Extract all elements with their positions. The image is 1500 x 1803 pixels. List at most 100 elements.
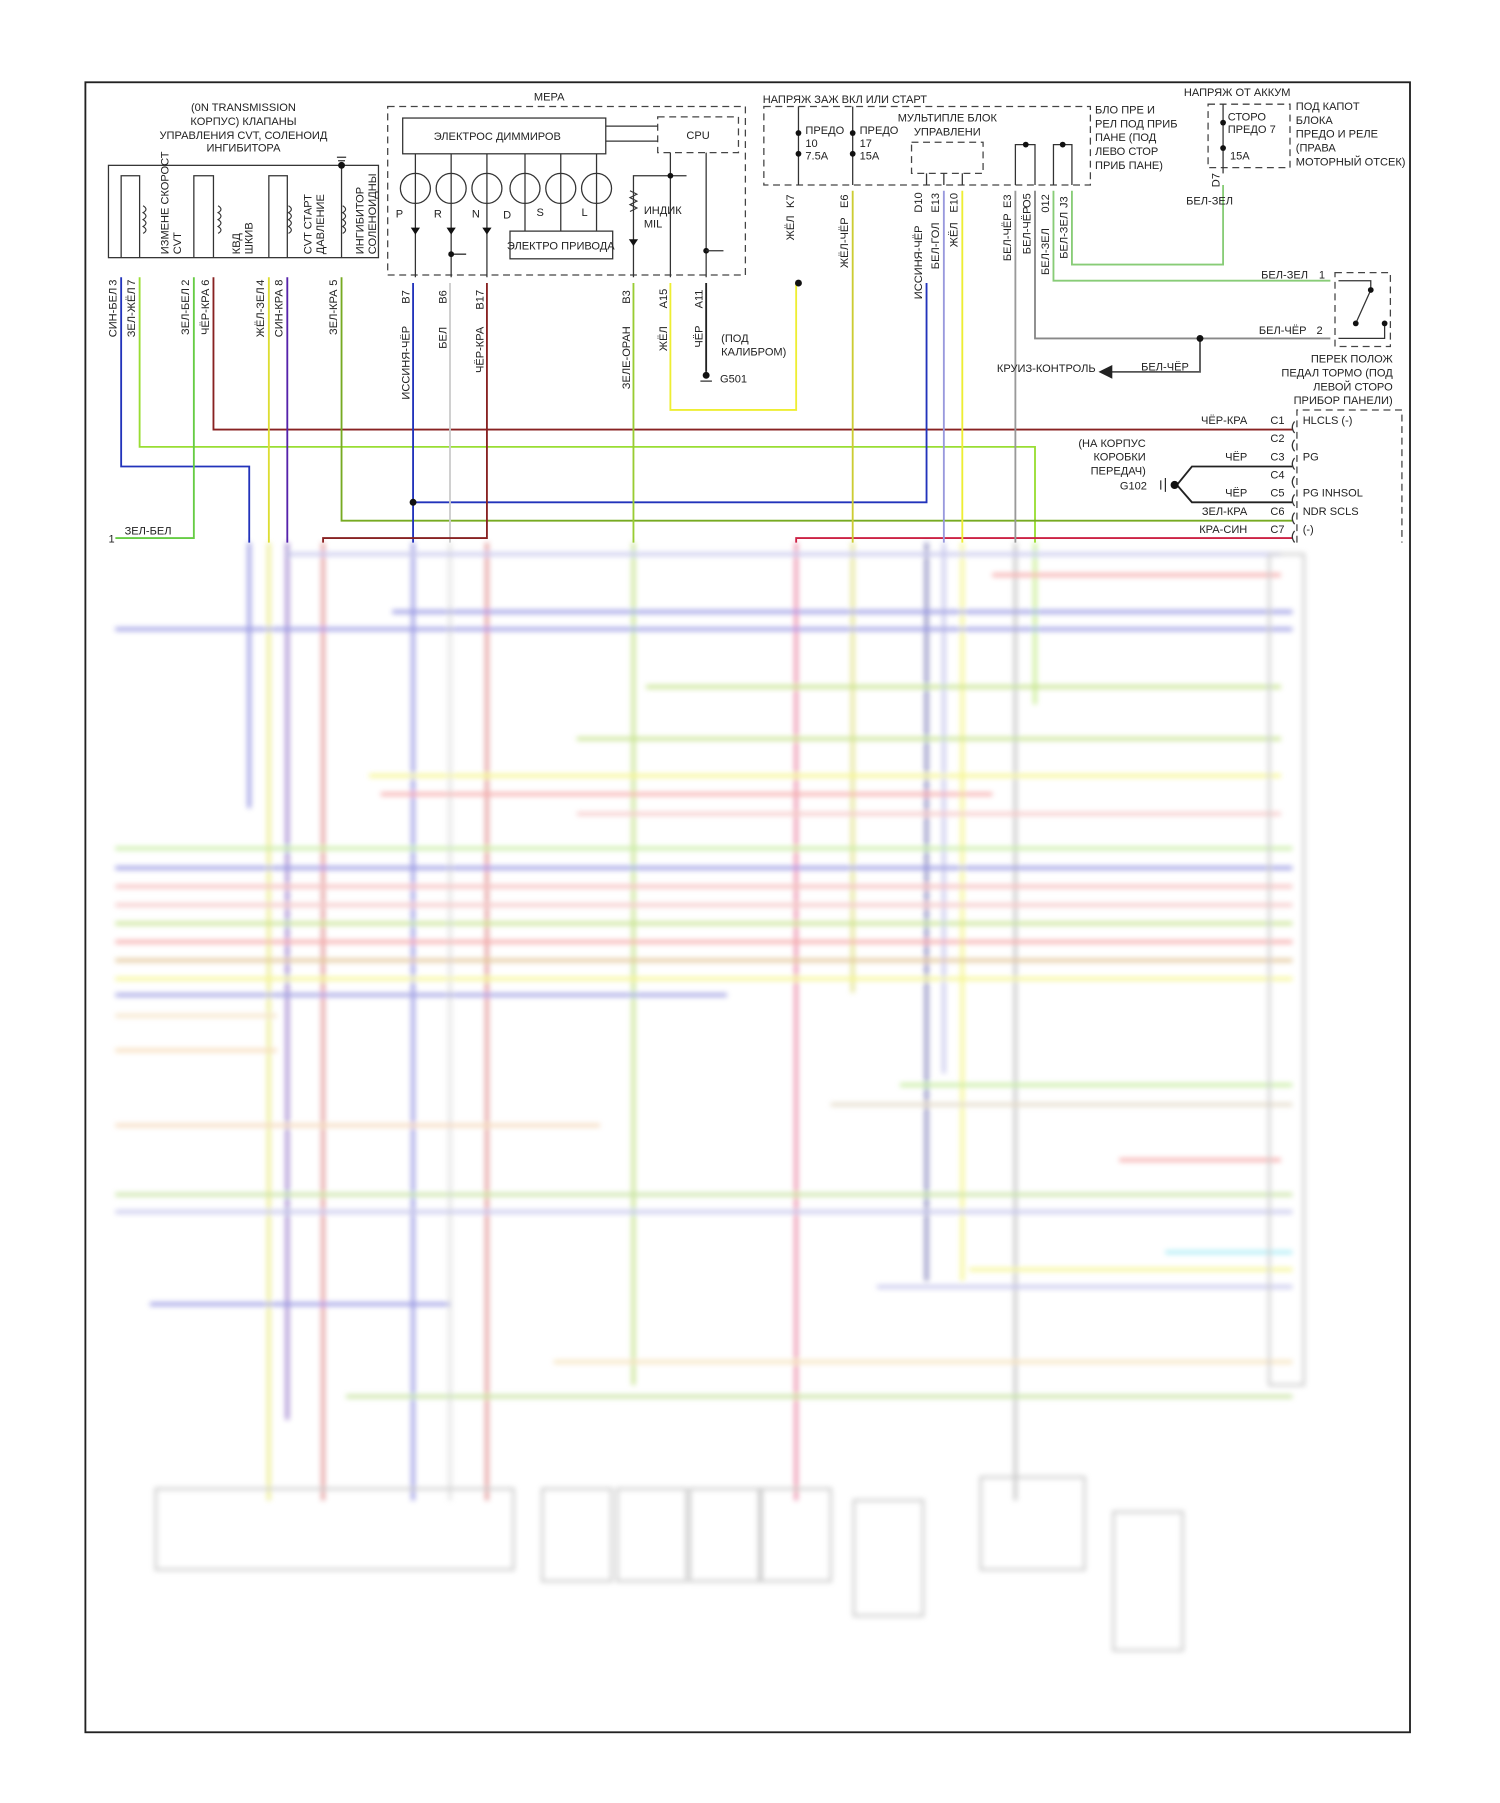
tcm-pin: C6 bbox=[1270, 506, 1284, 518]
gear-indicator-bulbs: P R N D S L bbox=[396, 153, 613, 278]
wire-label: ЗЕЛ-КРА bbox=[328, 289, 340, 335]
coil-label: ИНГИБИТОР bbox=[354, 187, 366, 254]
box-label: МОТОРНЫЙ ОТСЕК) bbox=[1296, 155, 1406, 168]
wire-label: БЕЛ-ЧЁР bbox=[1259, 325, 1307, 337]
tcm-pin: C5 bbox=[1270, 488, 1284, 500]
connector-socket bbox=[1291, 475, 1296, 489]
wire-label: ЖЁЛ bbox=[785, 215, 797, 240]
ground-note: КОРОБКИ bbox=[1093, 452, 1145, 464]
wire-label: СИН-БЕЛ bbox=[108, 288, 120, 338]
tcm-wire-label: ЧЁР bbox=[1225, 488, 1247, 500]
pin-number: 7 bbox=[126, 280, 138, 286]
gear-label: R bbox=[434, 208, 442, 220]
blurred-component bbox=[979, 1476, 1086, 1571]
pin-number: 4 bbox=[255, 280, 267, 286]
tcm-signal: (-) bbox=[1303, 524, 1314, 536]
pin-number: 2 bbox=[180, 280, 192, 286]
connector-socket bbox=[1291, 494, 1296, 507]
pin-number: 2 bbox=[1317, 325, 1323, 337]
pin-number: E10 bbox=[949, 193, 961, 213]
valves-title-1: (0N TRANSMISSION bbox=[191, 102, 296, 114]
wire-label: ИССИНЯ-ЧЁР bbox=[401, 326, 413, 400]
meter-title: МЕРА bbox=[534, 92, 565, 104]
ground-note: (ПОД bbox=[721, 333, 749, 345]
wire-label: БЕЛ-ЧЁР bbox=[1141, 362, 1189, 374]
cpu-label: CPU bbox=[686, 130, 709, 142]
wire-label: БЕЛ-ЗЕЛ bbox=[1261, 269, 1308, 281]
drive-label: ЭЛЕКТРО ПРИВОДА bbox=[507, 241, 615, 253]
box-label: БЛО ПРЕ И bbox=[1095, 104, 1155, 116]
connector-socket bbox=[1291, 421, 1296, 434]
wire-label: ЖЁЛ-ЧЁР bbox=[839, 217, 851, 268]
multiplex-label: МУЛЬТИПЛЕ БЛОК bbox=[898, 113, 998, 125]
ground-note: КАЛИБРОМ) bbox=[721, 347, 786, 359]
pin-number: B3 bbox=[621, 290, 633, 304]
wire-label: ЖЁЛ-ЗЕЛ bbox=[255, 287, 267, 337]
wire-label: ЗЕЛ-БЕЛ bbox=[180, 288, 192, 335]
box-label: ЛЕВО СТОР bbox=[1095, 146, 1158, 158]
tcm-pin: C3 bbox=[1270, 451, 1284, 463]
battery-fuse-rating: 15A bbox=[1230, 151, 1250, 163]
blurred-component bbox=[541, 1487, 613, 1583]
wire-label: ЧЁР bbox=[694, 326, 706, 348]
coil-label: ДАВЛЕНИЕ bbox=[315, 194, 327, 254]
brake-switch-label: ПЕДАЛ ТОРМО (ПОД bbox=[1281, 367, 1393, 379]
pin-number: 012 bbox=[1040, 194, 1052, 212]
fuse-name: ПРЕДО bbox=[860, 125, 899, 137]
mil-label: ИНДИК bbox=[644, 205, 682, 217]
battery-title: НАПРЯЖ ОТ АККУМ bbox=[1184, 87, 1291, 99]
gear-label: N bbox=[472, 208, 480, 220]
pin-number: B7 bbox=[401, 290, 413, 304]
fuse-number: 10 bbox=[805, 138, 817, 150]
pin-number: O5 bbox=[1021, 193, 1033, 208]
ignition-pins: K7 ЖЁЛ E6 ЖЁЛ-ЧЁР D10 ИССИНЯ-ЧЁР E13 БЕЛ… bbox=[785, 192, 1070, 299]
wire-label: ЧЁР-КРА bbox=[200, 288, 212, 335]
tcm-wire-label: ЧЁР bbox=[1225, 451, 1247, 463]
coil-label: CVT СТАРТ bbox=[303, 194, 315, 254]
blurred-component bbox=[852, 1499, 925, 1617]
ground-g102: (НА КОРПУС КОРОБКИ ПЕРЕДАЧ) G102 bbox=[1078, 438, 1147, 493]
wire-label: ЖЁЛ bbox=[949, 222, 961, 247]
wire-label: БЕЛ-ЗЕЛ bbox=[1058, 212, 1070, 259]
blurred-component bbox=[616, 1487, 688, 1583]
connector-socket bbox=[1291, 530, 1296, 543]
blurred-lower-diagram bbox=[115, 542, 1305, 1652]
diagram-frame bbox=[84, 81, 1411, 1734]
pin-number: K7 bbox=[785, 195, 797, 209]
wire-label: БЕЛ-ЗЕЛ bbox=[1186, 196, 1233, 208]
gear-label: P bbox=[396, 208, 403, 220]
wire-label: ИССИНЯ-ЧЁР bbox=[913, 226, 925, 300]
blurred-component bbox=[154, 1487, 515, 1571]
valves-title-2: КОРПУС) КЛАПАНЫ bbox=[190, 116, 296, 128]
coil-label: ШКИВ bbox=[244, 222, 256, 254]
wire-label: ЧЁР-КРА bbox=[474, 326, 486, 373]
pin-number: E3 bbox=[1002, 195, 1014, 209]
cruise-control-label: КРУИЗ-КОНТРОЛЬ bbox=[997, 363, 1096, 375]
wire-label: ЗЕЛ-ЖЁЛ bbox=[126, 287, 138, 337]
wire-label: СИН-КРА bbox=[274, 289, 286, 338]
pin-number: B17 bbox=[474, 290, 486, 310]
ground-note: (НА КОРПУС bbox=[1078, 438, 1145, 450]
pin-number: 5 bbox=[328, 280, 340, 286]
meter: МЕРА ЭЛЕКТРОС ДИММИРОВ CPU P R N D S L Э… bbox=[387, 92, 786, 400]
ignition-title: НАПРЯЖ ЗАЖ ВКЛ ИЛИ СТАРТ bbox=[763, 94, 928, 106]
blurred-component bbox=[688, 1487, 761, 1583]
ground-g501: G501 bbox=[720, 373, 747, 385]
tcm-signal: PG bbox=[1303, 451, 1319, 463]
coil-label: СОЛЕНОИДНЫ bbox=[367, 174, 379, 255]
pin-number: D7 bbox=[1211, 173, 1223, 187]
wire-label: БЕЛ-ЗЕЛ bbox=[1040, 228, 1052, 275]
tcm-pin: C1 bbox=[1270, 415, 1284, 427]
ground-note: ПЕРЕДАЧ) bbox=[1091, 466, 1146, 478]
box-label: ПАНЕ (ПОД bbox=[1095, 132, 1157, 144]
pin-number: E13 bbox=[930, 193, 942, 213]
tcm-signal: HLCLS (-) bbox=[1303, 415, 1353, 427]
fuse-name: ПРЕДО bbox=[805, 125, 844, 137]
fuse-number: 17 bbox=[860, 138, 872, 150]
stub-wire: ЗЕЛ-БЕЛ bbox=[125, 526, 172, 538]
brake-switch: БЕЛ-ЗЕЛ 1 БЕЛ-ЧЁР 2 ПЕРЕК ПОЛОЖ ПЕДАЛ ТО… bbox=[997, 269, 1394, 407]
meter-pins: B7 ИССИНЯ-ЧЁР B6 БЕЛ B17 ЧЁР-КРА B3 ЗЕЛЕ… bbox=[401, 289, 706, 400]
brake-switch-label: ЛЕВОЙ СТОРО bbox=[1313, 380, 1393, 393]
coil-label: ИЗМЕНЕ СКОРОСТ bbox=[159, 151, 171, 254]
